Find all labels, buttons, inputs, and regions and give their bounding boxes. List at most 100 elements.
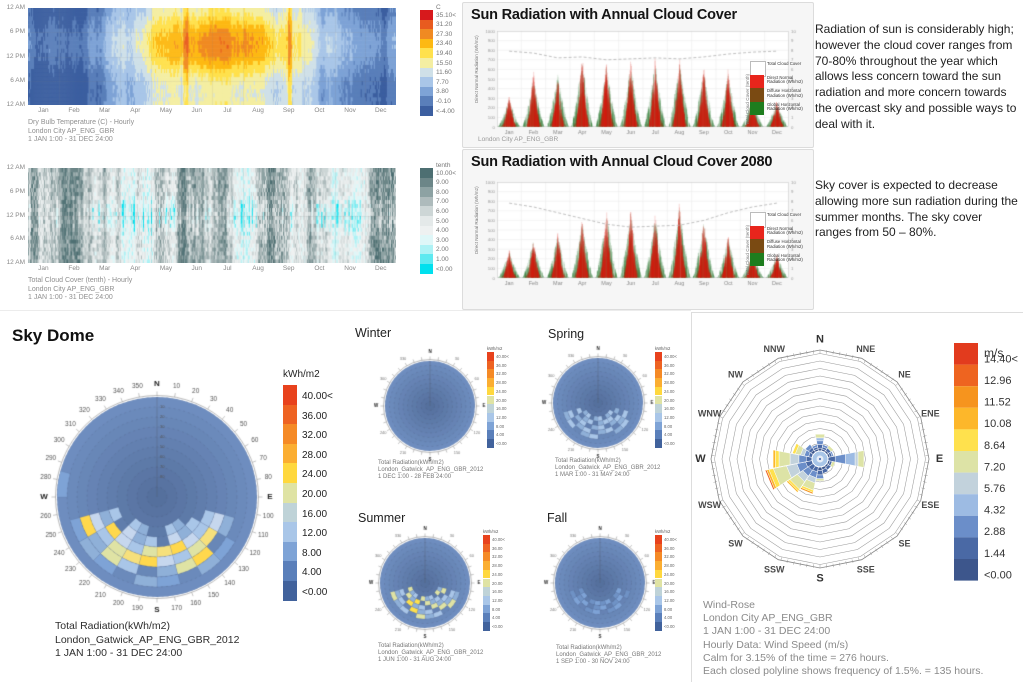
outer-ring-tick [851, 559, 854, 563]
sky-dome-fall-plot [538, 521, 662, 645]
legend-color-cell [655, 378, 662, 387]
wind-legend-unit: m/s [984, 346, 1003, 360]
outer-ring-tick [880, 544, 884, 549]
outer-ring-tick [919, 493, 923, 496]
rad-legend-label: Diffuse Horizontal Radiation (Wh/m2) [767, 88, 803, 98]
hour-axis-tick: 12 PM [6, 211, 25, 219]
wind-petal-WNW [792, 443, 800, 455]
legend-tick-label: 36.00 [664, 545, 675, 551]
outer-ring-tick [863, 359, 866, 364]
wind-petal-N [816, 440, 824, 445]
outer-ring-tick [732, 393, 736, 396]
legend-tick-label: 35.10< [436, 11, 457, 19]
legend-tick-label: 40.00< [496, 354, 509, 359]
legend-tick-label: 5.00 [436, 217, 449, 225]
legend-color-cell [487, 404, 494, 413]
legend-color-cell [420, 187, 433, 197]
legend-color-cell [483, 561, 490, 570]
legend-color-cell [487, 386, 494, 396]
legend-color-cell [420, 67, 433, 78]
legend-color-cell [420, 10, 433, 20]
legend-tick-label: 32.00 [664, 554, 675, 560]
sky-dome-winter-cell: Winter kWh/m2 40.00< 36.00 32.00 28.00 24.00 20… [345, 318, 520, 500]
month-tick: Apr [130, 107, 141, 114]
wind-legend-label: 4.32 [984, 505, 1005, 517]
outer-ring-tick [875, 366, 878, 370]
sky-dome-caption: Total Radiation(kWh/m2) London_Gatwick_A… [55, 620, 240, 659]
legend-tick-label: 10.00< [436, 169, 457, 177]
legend-color-cell [283, 522, 297, 542]
wind-legend-label: 7.20 [984, 461, 1005, 473]
outer-ring-tick [717, 422, 721, 425]
outer-ring-tick [725, 404, 729, 407]
rad-legend-label: Global Horizontal Radiation (Wh/m2) [767, 252, 803, 263]
legend-tick-label: 6.00 [436, 207, 449, 215]
outer-ring-tick [924, 442, 928, 444]
legend-tick-label: -0.10 [436, 97, 451, 105]
compass-label-WNW: WNW [698, 409, 722, 419]
outer-ring-tick [890, 378, 894, 382]
legend-color-cell [420, 225, 433, 236]
outer-ring-tick [845, 353, 847, 357]
compass-label-N: N [816, 334, 824, 346]
legend-color-cell [283, 581, 297, 601]
legend-color-cell [420, 106, 433, 116]
sky-dome-winter-plot [368, 344, 492, 468]
legend-color-cell [487, 369, 494, 379]
legend-color-cell [283, 404, 297, 425]
wind-petal-W [778, 450, 791, 468]
legend-color-cell [283, 443, 297, 464]
legend-color-cell [283, 502, 297, 523]
legend-color-cell [655, 386, 662, 396]
wind-legend-label: 10.08 [984, 418, 1012, 430]
wind-legend-label: 14.40< [984, 353, 1018, 365]
frequency-ring [766, 405, 874, 513]
wind-legend-cell [954, 364, 978, 387]
outer-ring-tick [880, 369, 884, 374]
wind-legend-label: 5.76 [984, 483, 1005, 495]
outer-ring-tick [923, 435, 927, 437]
legend-tick-label: 4.00 [664, 615, 673, 621]
cloud-cover-heatmap-plot [28, 168, 396, 263]
rad-legend-swatch [750, 74, 764, 88]
frequency-ring [736, 375, 904, 543]
rad-legend-swatch [750, 252, 764, 266]
legend-color-cell [487, 439, 494, 448]
outer-ring-tick [774, 359, 777, 364]
month-tick: Jun [191, 107, 202, 114]
legend-color-cell [283, 385, 297, 405]
outer-ring-tick [732, 522, 736, 525]
month-tick: Feb [68, 107, 80, 114]
hour-axis-tick: 6 AM [10, 76, 25, 84]
month-tick: Dec [374, 265, 387, 272]
legend-tick-label: 9.00 [436, 179, 449, 187]
legend-color-cell [420, 254, 433, 264]
month-axis: Jan Feb Mar Apr May Jun Jul Aug Sep Oct Nov Dec [28, 107, 396, 114]
compass-label-SW: SW [728, 539, 743, 549]
rad-legend-label: Global Horizontal Radiation (Wh/m2) [767, 101, 803, 112]
legend-color-cell [420, 216, 433, 226]
legend-color-cell [487, 430, 494, 439]
outer-ring-tick [780, 557, 783, 561]
outer-ring-tick [746, 536, 750, 540]
wind-legend-cell [954, 537, 978, 559]
outer-ring-tick [722, 410, 726, 413]
legend-color-cell [283, 483, 297, 503]
legend-color-cell [483, 552, 490, 562]
outer-ring-tick [924, 474, 928, 476]
legend-color-cell [283, 463, 297, 483]
legend-color-cell [483, 613, 490, 622]
legend-tick-label: 28.00 [496, 380, 507, 386]
compass-label-ESE: ESE [921, 500, 939, 510]
legend-tick-label: 7.70 [436, 78, 449, 86]
month-tick: Aug [252, 265, 264, 272]
outer-ring-tick [756, 369, 760, 374]
wind-petal-W [789, 452, 800, 466]
legend-color-cell [655, 395, 662, 405]
sun-radiation-annual-plot [477, 27, 799, 145]
month-tick: Feb [68, 265, 80, 272]
outer-ring-tick [756, 544, 760, 549]
sun-radiation-2080-plot [477, 178, 799, 296]
sky-dome-winter-caption: Total Radiation(kWh/m2) London_Gatwick_A… [378, 460, 484, 480]
